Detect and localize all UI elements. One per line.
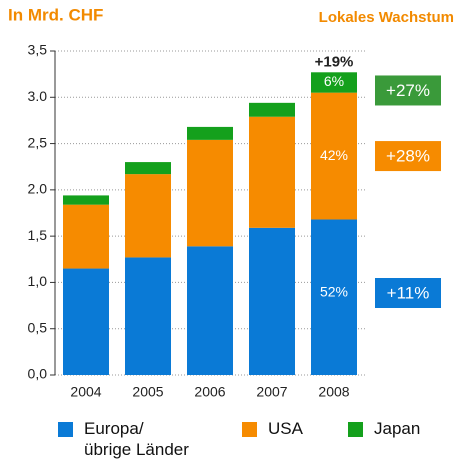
y-tick-label: 2,5 [28, 134, 48, 150]
y-tick-label: 0,0 [28, 366, 48, 382]
bar-segment [249, 116, 295, 228]
x-tick-label: 2007 [256, 384, 287, 400]
legend-swatch [242, 422, 257, 437]
y-tick-label: 1,5 [28, 227, 48, 243]
legend-swatch [348, 422, 363, 437]
bar-segment [311, 92, 357, 220]
growth-label: +28% [386, 147, 430, 166]
growth-box [375, 141, 441, 172]
x-tick-label: 2006 [194, 384, 225, 400]
growth-label: +11% [387, 283, 430, 302]
bar-segment [125, 174, 171, 258]
x-tick-label: 2005 [132, 384, 163, 400]
growth-label: +27% [386, 81, 430, 100]
x-tick-label: 2004 [70, 384, 101, 400]
share-label: 52% [320, 284, 348, 300]
y-tick-label: 2.0 [28, 181, 48, 197]
y-tick-label: 3,5 [28, 42, 48, 58]
chart-subtitle: Lokales Wachstum [319, 9, 454, 26]
legend-label: Japan [374, 419, 421, 438]
share-label: 42% [320, 147, 348, 163]
legend-item: Europa/ übrige Länder [58, 418, 189, 460]
growth-box [375, 75, 441, 106]
bar-segment [63, 195, 109, 205]
bar-segment [311, 72, 357, 93]
bar-segment [63, 204, 109, 269]
bar-segment [311, 219, 357, 375]
share-label: 6% [324, 73, 344, 89]
total-label: +19% [315, 53, 354, 70]
y-tick-label: 0,5 [28, 319, 48, 335]
legend-item: USA [242, 418, 303, 439]
bar-segment [125, 257, 171, 375]
chart-title: In Mrd. CHF [8, 5, 103, 24]
bar-segment [249, 227, 295, 375]
y-tick-label: 1,0 [28, 273, 48, 289]
growth-box [375, 278, 441, 308]
legend-item: Japan [348, 418, 421, 439]
bar-segment [187, 139, 233, 247]
legend-label: Europa/ übrige Länder [84, 419, 189, 459]
y-tick-label: 3.0 [28, 88, 48, 104]
bar-segment [63, 268, 109, 375]
chart: In Mrd. CHF Lokales Wachstum 0,0 0,5 1,0 1,… [8, 5, 454, 400]
bar-segment [249, 102, 295, 117]
x-tick-label: 2008 [318, 384, 349, 400]
legend-swatch [58, 422, 73, 437]
bar-segment [125, 162, 171, 175]
legend-label: USA [268, 419, 303, 438]
bar-segment [187, 126, 233, 140]
bar-segment [187, 246, 233, 375]
